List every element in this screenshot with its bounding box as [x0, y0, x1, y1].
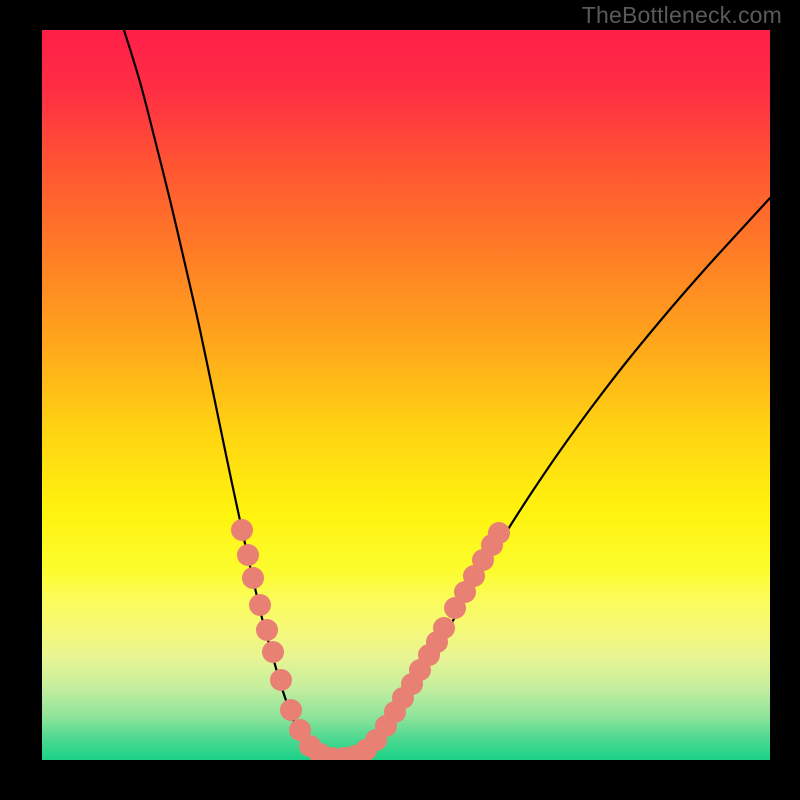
- data-marker: [262, 641, 284, 663]
- data-marker: [237, 544, 259, 566]
- data-marker: [270, 669, 292, 691]
- data-marker: [433, 617, 455, 639]
- data-marker: [488, 522, 510, 544]
- chart-svg: [0, 0, 800, 800]
- data-marker: [242, 567, 264, 589]
- data-marker: [256, 619, 278, 641]
- plot-background: [42, 30, 770, 760]
- chart-container: TheBottleneck.com: [0, 0, 800, 800]
- data-marker: [249, 594, 271, 616]
- data-marker: [280, 699, 302, 721]
- data-marker: [231, 519, 253, 541]
- site-watermark: TheBottleneck.com: [582, 2, 782, 29]
